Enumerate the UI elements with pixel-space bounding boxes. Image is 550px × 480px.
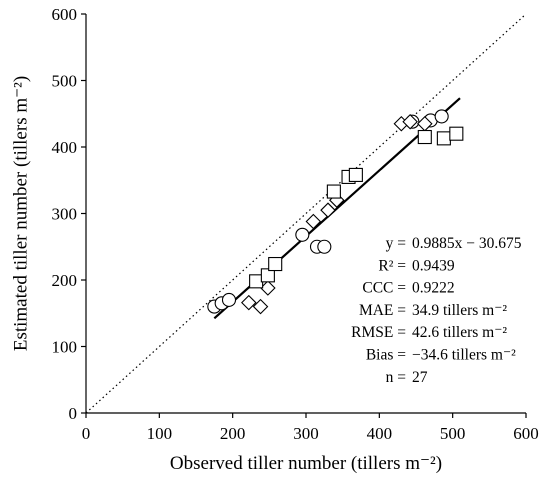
stat-label: Bias = <box>366 347 406 364</box>
stat-value: 0.9885x − 30.675 <box>412 235 522 252</box>
diamond-point <box>320 202 336 218</box>
stat-value: 42.6 tillers m⁻² <box>412 324 507 341</box>
x-axis-title: Observed tiller number (tillers m⁻²) <box>170 453 442 474</box>
diamond-point <box>260 280 276 296</box>
stat-value: 0.9222 <box>412 280 455 297</box>
circle-point <box>434 109 449 124</box>
diamond-point <box>241 294 257 311</box>
stat-label: MAE = <box>359 302 406 319</box>
stat-value: 0.9439 <box>412 257 455 274</box>
square-point <box>417 129 432 145</box>
y-tick-label: 500 <box>52 72 78 91</box>
square-point <box>268 256 283 272</box>
stat-value: −34.6 tillers m⁻² <box>412 347 516 364</box>
circle-point <box>317 239 332 254</box>
y-axis-title: Estimated tiller number (tillers m⁻²) <box>10 76 31 351</box>
square-point <box>260 268 275 283</box>
x-tick-label: 100 <box>147 424 173 443</box>
y-tick-label: 100 <box>52 338 78 357</box>
stat-label: n = <box>386 369 406 386</box>
square-point <box>348 167 363 182</box>
statistics-annotation: y = 0.9885x − 30.675 R² = 0.9439 CCC = 0.9222… <box>351 235 522 386</box>
stat-label: CCC = <box>362 280 406 297</box>
circle-point <box>295 227 310 242</box>
x-axis-ticks: 0 100 200 300 400 500 600 <box>82 413 539 443</box>
y-tick-label: 200 <box>52 271 78 290</box>
x-tick-label: 500 <box>440 424 466 443</box>
y-tick-label: 300 <box>52 205 78 224</box>
x-tick-label: 200 <box>220 424 246 443</box>
square-point <box>449 126 464 141</box>
square-point <box>436 131 451 146</box>
x-tick-label: 300 <box>293 424 319 443</box>
data-points <box>207 109 464 315</box>
diamond-point <box>252 298 269 315</box>
y-tick-label: 600 <box>52 5 78 24</box>
y-tick-label: 0 <box>69 404 78 423</box>
stat-label: y = <box>386 235 406 252</box>
y-tick-label: 400 <box>52 138 78 157</box>
x-tick-label: 400 <box>367 424 393 443</box>
square-point <box>249 274 264 289</box>
x-tick-label: 600 <box>513 424 539 443</box>
stat-value: 27 <box>412 369 428 386</box>
stat-label: R² = <box>378 257 406 274</box>
x-tick-label: 0 <box>82 424 91 443</box>
square-point <box>326 184 341 199</box>
y-axis-ticks: 0 100 200 300 400 500 600 <box>52 5 86 423</box>
diamond-point <box>402 113 418 130</box>
stat-value: 34.9 tillers m⁻² <box>412 302 507 319</box>
diamond-point <box>305 213 322 230</box>
stat-label: RMSE = <box>351 324 406 341</box>
circle-point <box>221 292 237 308</box>
